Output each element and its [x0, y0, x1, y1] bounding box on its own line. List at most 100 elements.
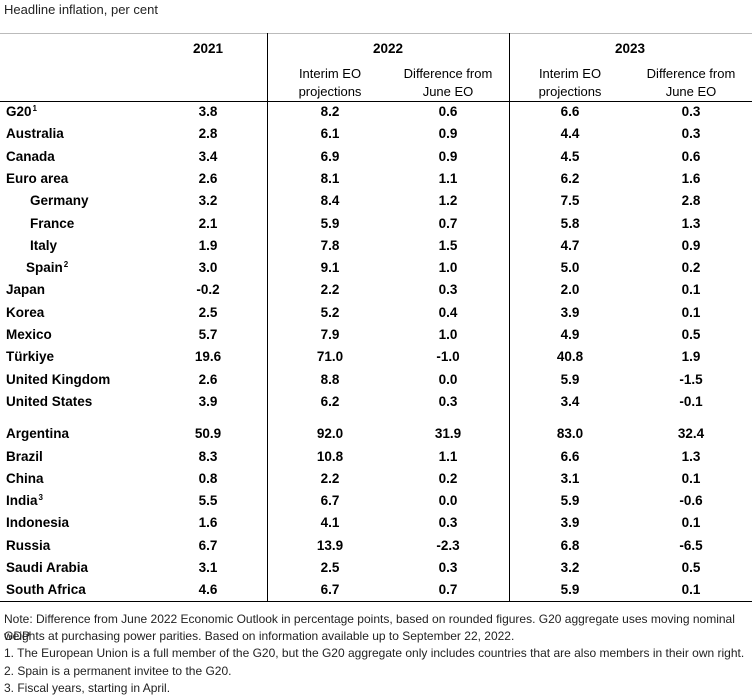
- table-row: Brazil 8.3 10.8 1.1 6.6 1.3: [0, 446, 756, 468]
- table-row: Euro area 2.6 8.1 1.1 6.2 1.6: [0, 168, 756, 190]
- value-v2021: 2.8: [198, 126, 218, 142]
- subheader-diff-2023-line1: Difference from: [646, 66, 736, 81]
- country-name: United States: [6, 393, 93, 409]
- country-name: Japan: [6, 282, 46, 298]
- country-name: Canada: [6, 148, 55, 164]
- value-v2021: 50.9: [194, 426, 222, 442]
- value-d2023: 1.6: [681, 170, 701, 186]
- value-v2021: 5.7: [198, 327, 218, 342]
- country-name: United Kingdom: [6, 371, 111, 387]
- value-v2021: 0.8: [198, 470, 218, 486]
- value-p2022: 6.7: [320, 493, 340, 509]
- value-d2023: 0.6: [681, 148, 701, 164]
- country-name: Türkiye: [6, 349, 55, 365]
- value-d2022: 0.0: [438, 493, 458, 509]
- value-d2022: -2.3: [436, 537, 460, 553]
- country-name: Indonesia: [6, 515, 70, 531]
- value-d2022: 0.0: [438, 371, 458, 387]
- country-name: Italy: [30, 237, 58, 253]
- country-name: Brazil: [6, 448, 43, 464]
- value-p2023: 2.0: [560, 282, 580, 298]
- value-d2023: -1.5: [679, 371, 703, 387]
- value-p2022: 7.8: [320, 237, 340, 253]
- value-v2021: 6.7: [198, 537, 218, 553]
- value-p2022: 2.2: [320, 282, 340, 298]
- value-p2022: 6.1: [320, 126, 340, 142]
- value-p2022: 71.0: [316, 349, 344, 365]
- country-name: South Africa: [6, 582, 86, 598]
- note-line: 2. Spain is a permanent invitee to the G…: [4, 663, 232, 678]
- value-d2023: 0.9: [681, 237, 701, 253]
- value-d2023: 2.8: [681, 193, 701, 209]
- value-d2022: 1.5: [438, 237, 458, 253]
- value-p2023: 5.0: [560, 260, 580, 276]
- value-p2023: 6.6: [560, 448, 580, 464]
- value-v2021: 3.8: [198, 104, 218, 119]
- value-p2023: 5.8: [560, 215, 580, 231]
- value-p2022: 6.9: [320, 148, 340, 164]
- table-row: Russia 6.7 13.9 -2.3 6.8 -6.5: [0, 535, 756, 557]
- value-d2023: 0.3: [681, 104, 701, 119]
- value-p2022: 8.4: [320, 193, 340, 209]
- value-d2022: 0.9: [438, 126, 458, 142]
- subheader-diff-2022-line1: Difference from: [403, 66, 493, 81]
- value-p2023: 3.1: [560, 470, 580, 486]
- value-p2023: 4.7: [560, 237, 580, 253]
- table-row: Saudi Arabia 3.1 2.5 0.3 3.2 0.5: [0, 557, 756, 579]
- value-d2022: 0.3: [438, 393, 458, 409]
- table-row: Germany 3.2 8.4 1.2 7.5 2.8: [0, 190, 756, 212]
- country-name: Spain2: [26, 260, 69, 276]
- note-line: 3. Fiscal years, starting in April.: [4, 680, 171, 695]
- value-d2023: 0.5: [681, 560, 701, 575]
- table-row: Spain2 3.0 9.1 1.0 5.0 0.2: [0, 257, 756, 279]
- value-d2023: 0.1: [681, 304, 701, 320]
- value-d2022: 1.0: [438, 260, 458, 276]
- value-d2023: 0.1: [681, 515, 701, 531]
- value-p2022: 2.5: [320, 560, 340, 575]
- value-p2023: 4.4: [560, 126, 580, 142]
- value-v2021: 2.6: [198, 371, 218, 387]
- header-rule: [0, 101, 752, 102]
- value-d2022: 0.3: [438, 515, 458, 531]
- country-name: France: [30, 215, 75, 231]
- subheader-diff-2022-line2: June EO: [422, 84, 474, 99]
- subheader-interim-2023: Interim EO projections: [510, 65, 630, 101]
- subheader-interim-2023-line2: projections: [538, 84, 602, 99]
- subheader-interim-2022-line2: projections: [298, 84, 362, 99]
- value-d2022: 0.2: [438, 470, 458, 486]
- value-d2022: 0.6: [438, 104, 458, 119]
- table-row: Australia 2.8 6.1 0.9 4.4 0.3: [0, 123, 756, 145]
- value-d2022: 1.0: [438, 327, 458, 342]
- value-v2021: 2.1: [198, 215, 218, 231]
- table-row: Türkiye 19.6 71.0 -1.0 40.8 1.9: [0, 346, 756, 368]
- value-p2023: 40.8: [556, 349, 584, 365]
- header-2023: 2023: [614, 41, 646, 56]
- value-v2021: 2.6: [198, 170, 218, 186]
- value-d2022: 0.3: [438, 560, 458, 575]
- table-row: Argentina 50.9 92.0 31.9 83.0 32.4: [0, 423, 756, 445]
- table-row: India3 5.5 6.7 0.0 5.9 -0.6: [0, 490, 756, 512]
- footnote-marker: 2: [63, 260, 69, 270]
- value-d2023: -6.5: [679, 537, 703, 553]
- value-d2022: 0.3: [438, 282, 458, 298]
- value-v2021: 3.2: [198, 193, 218, 209]
- country-name: India3: [6, 493, 43, 509]
- value-d2022: 1.1: [438, 448, 458, 464]
- value-v2021: 3.4: [198, 148, 218, 164]
- value-p2023: 5.9: [560, 371, 580, 387]
- value-d2022: 0.7: [438, 215, 458, 231]
- subheader-interim-2023-line1: Interim EO: [538, 66, 602, 81]
- value-p2023: 6.8: [560, 537, 580, 553]
- value-v2021: 3.1: [198, 560, 218, 575]
- value-d2023: 1.3: [681, 448, 701, 464]
- value-d2022: 31.9: [434, 426, 462, 442]
- country-name: Australia: [6, 126, 64, 142]
- subheader-diff-2023-line2: June EO: [665, 84, 717, 99]
- value-p2022: 92.0: [316, 426, 344, 442]
- header-2022: 2022: [372, 41, 404, 56]
- value-d2023: 0.2: [681, 260, 701, 276]
- value-p2023: 3.9: [560, 515, 580, 531]
- header-2021: 2021: [192, 41, 224, 56]
- country-name: Mexico: [6, 327, 52, 342]
- value-p2022: 10.8: [316, 448, 344, 464]
